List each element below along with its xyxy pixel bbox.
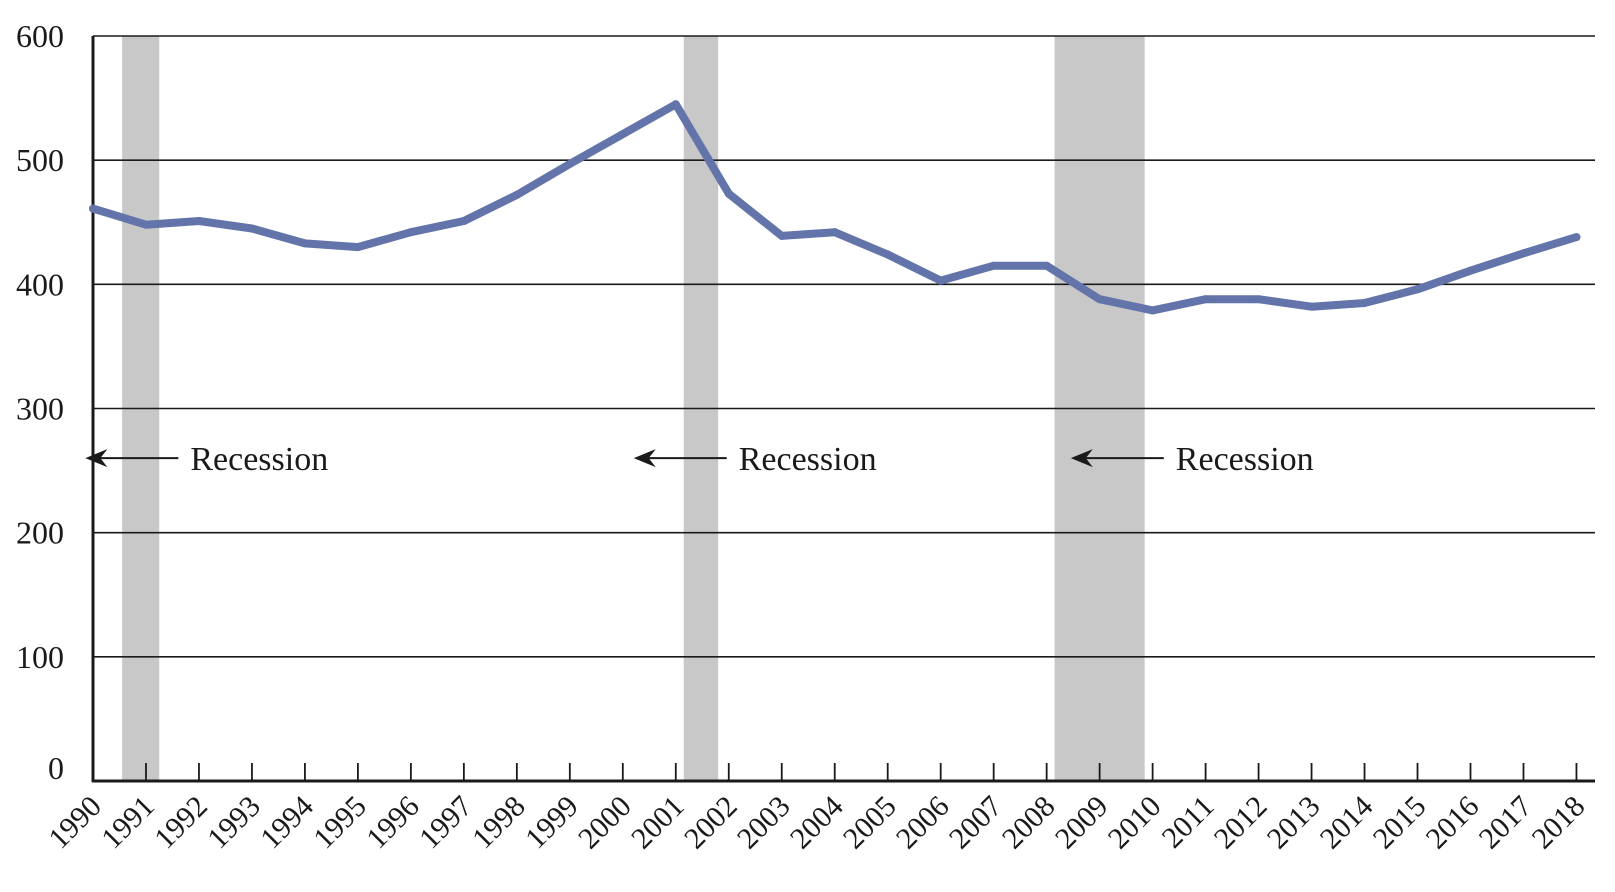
data-point-2014 <box>1360 298 1369 307</box>
x-tick-label-1991: 1991 <box>95 790 161 856</box>
data-point-1998 <box>512 190 521 199</box>
y-tick-label-300: 300 <box>16 391 64 427</box>
data-point-2012 <box>1254 295 1263 304</box>
x-tick-label-1999: 1999 <box>519 790 585 856</box>
data-point-2002 <box>724 189 733 198</box>
data-point-2008 <box>1042 261 1051 270</box>
gridlines <box>93 35 1595 658</box>
x-tick-label-2004: 2004 <box>784 790 850 856</box>
data-point-1993 <box>247 224 256 233</box>
data-point-2013 <box>1307 302 1316 311</box>
recession-arrow-head-1 <box>85 449 108 468</box>
y-tick-label-100: 100 <box>16 639 64 675</box>
data-point-2005 <box>883 250 892 259</box>
x-tick-labels: 1990199119921993199419951996199719981999… <box>42 790 1591 856</box>
x-tick-label-2017: 2017 <box>1473 790 1539 856</box>
data-point-1990 <box>89 204 97 213</box>
x-tick-label-2015: 2015 <box>1367 790 1433 856</box>
y-tick-label-400: 400 <box>16 266 64 302</box>
data-point-2016 <box>1466 266 1475 275</box>
x-tick-label-2000: 2000 <box>572 790 638 856</box>
x-tick-label-1993: 1993 <box>201 790 267 856</box>
x-tick-label-1995: 1995 <box>307 790 373 856</box>
series-layer <box>89 100 1581 315</box>
x-tick-label-2009: 2009 <box>1049 790 1115 856</box>
axes <box>91 36 1595 783</box>
x-tick-label-2016: 2016 <box>1420 790 1486 856</box>
data-point-2018 <box>1572 233 1581 242</box>
recession-annotations: Recession Recession Recession <box>85 441 1314 478</box>
data-point-2000 <box>618 130 627 139</box>
y-tick-label-200: 200 <box>16 515 64 551</box>
x-tick-label-1994: 1994 <box>254 790 320 856</box>
x-tick-label-1998: 1998 <box>466 790 532 856</box>
y-tick-label-500: 500 <box>16 142 64 178</box>
y-tick-labels: 0 100 200 300 400 500 600 <box>16 18 64 786</box>
x-tick-label-2003: 2003 <box>731 790 797 856</box>
recession-label-2: Recession <box>739 441 877 478</box>
x-tick-label-2013: 2013 <box>1261 790 1327 856</box>
data-point-1994 <box>300 239 309 248</box>
data-point-2010 <box>1148 306 1157 315</box>
series-line-1 <box>89 100 1581 315</box>
data-point-2004 <box>830 228 839 237</box>
y-tick-label-0: 0 <box>48 750 64 786</box>
x-tick-label-2005: 2005 <box>837 790 903 856</box>
data-point-1992 <box>194 217 203 226</box>
data-point-2007 <box>989 261 998 270</box>
data-point-2009 <box>1095 295 1104 304</box>
data-point-2001 <box>671 100 680 109</box>
x-tick-label-2001: 2001 <box>625 790 691 856</box>
data-point-2003 <box>777 231 786 240</box>
data-point-2006 <box>936 276 945 285</box>
y-tick-label-600: 600 <box>16 18 64 54</box>
x-tick-label-2002: 2002 <box>678 790 744 856</box>
x-tick-label-2006: 2006 <box>890 790 956 856</box>
data-point-2011 <box>1201 295 1210 304</box>
recession-arrow-head-3 <box>1070 449 1093 468</box>
x-tick-label-2014: 2014 <box>1314 790 1380 856</box>
x-tick-label-2012: 2012 <box>1208 790 1274 856</box>
data-point-1995 <box>353 243 362 252</box>
x-tick-label-2008: 2008 <box>996 790 1062 856</box>
x-tick-label-2018: 2018 <box>1526 790 1592 856</box>
x-tick-label-1997: 1997 <box>413 790 479 856</box>
x-tick-label-2007: 2007 <box>943 790 1009 856</box>
recession-label-3: Recession <box>1176 441 1314 478</box>
data-point-1999 <box>565 159 574 168</box>
x-tick-label-1992: 1992 <box>148 790 214 856</box>
data-point-2015 <box>1413 285 1422 294</box>
recession-arrow-head-2 <box>633 449 656 468</box>
x-tick-label-1990: 1990 <box>42 790 108 856</box>
data-point-1996 <box>406 228 415 237</box>
data-point-1997 <box>459 217 468 226</box>
x-tick-label-1996: 1996 <box>360 790 426 856</box>
x-tick-label-2011: 2011 <box>1156 790 1221 855</box>
x-tick-label-2010: 2010 <box>1102 790 1168 856</box>
data-point-1991 <box>141 220 150 229</box>
recession-label-1: Recession <box>190 441 328 478</box>
data-point-2017 <box>1519 249 1528 258</box>
